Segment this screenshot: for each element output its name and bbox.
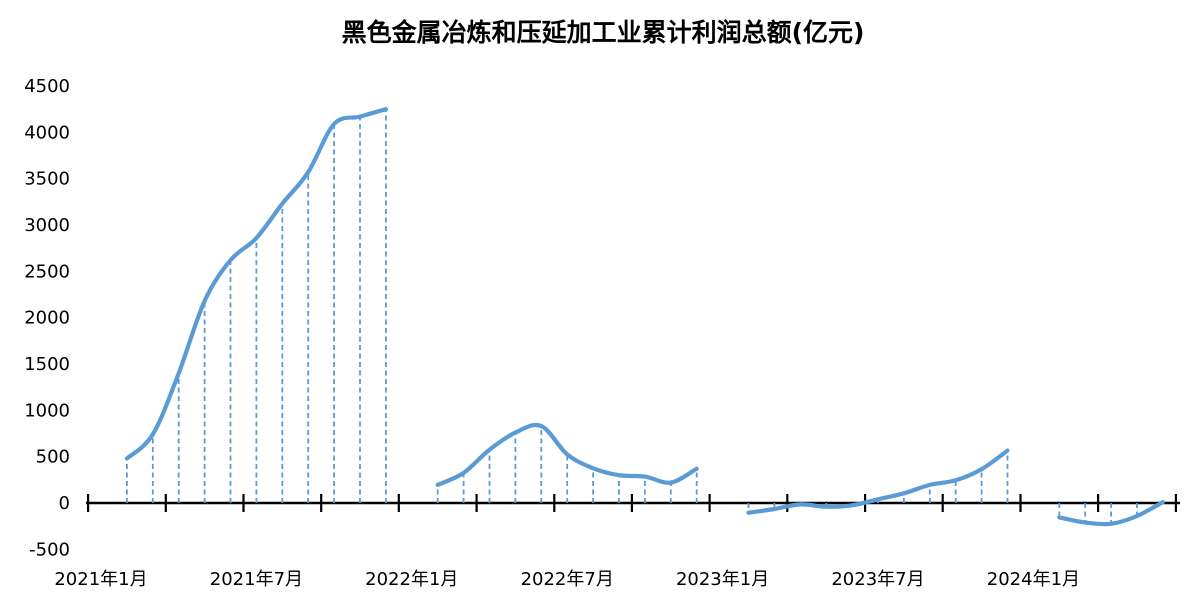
y-tick-label: 4500 xyxy=(24,76,70,97)
series-line-segment-2021 xyxy=(124,107,388,461)
y-tick-label: 2500 xyxy=(24,261,70,282)
y-tick-label: -500 xyxy=(29,539,70,560)
x-tick-label: 2021年7月 xyxy=(210,569,303,590)
y-tick-label: 3000 xyxy=(24,215,70,236)
y-tick-label: 500 xyxy=(36,447,70,468)
y-tick-label: 3500 xyxy=(24,169,70,190)
y-tick-label: 1500 xyxy=(24,354,70,375)
x-tick-label: 2023年1月 xyxy=(676,569,769,590)
series-line-segment-2024 xyxy=(1057,500,1165,527)
x-tick-label: 2024年1月 xyxy=(987,569,1080,590)
chart-title: 黑色金属冶炼和压延加工业累计利润总额(亿元) xyxy=(342,18,865,47)
x-tick-label: 2021年1月 xyxy=(54,569,147,590)
series-line-segment-2023 xyxy=(746,448,1010,515)
y-tick-label: 1000 xyxy=(24,400,70,421)
y-tick-label: 4000 xyxy=(24,122,70,143)
y-tick-label: 2000 xyxy=(24,308,70,329)
y-tick-label: 0 xyxy=(59,493,70,514)
x-tick-label: 2023年7月 xyxy=(831,569,924,590)
x-tick-label: 2022年7月 xyxy=(521,569,614,590)
plot-area: 4500 4000 3500 3000 2500 2000 1500 1000 500 0 -500… xyxy=(24,76,1180,590)
x-tick-label: 2022年1月 xyxy=(365,569,458,590)
series-line-segment-2022 xyxy=(435,422,699,487)
